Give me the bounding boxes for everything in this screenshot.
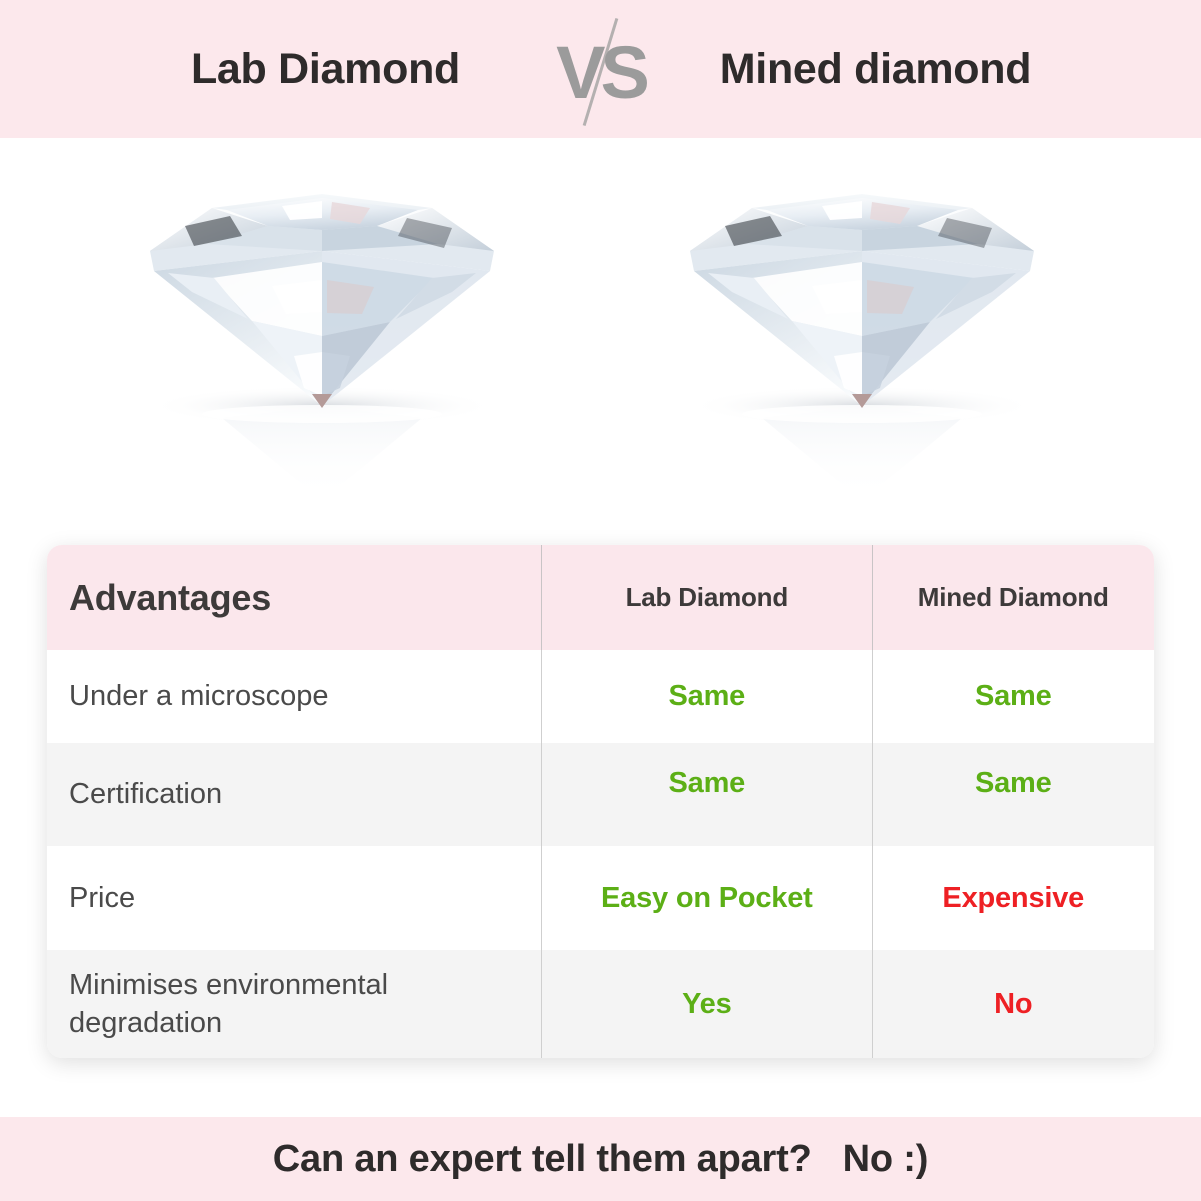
top-banner: Lab Diamond VS Mined diamond — [0, 0, 1201, 138]
comparison-table-card: Advantages Lab Diamond Mined Diamond Und… — [47, 545, 1154, 1058]
column-divider-1 — [541, 545, 543, 650]
cell-lab-certification: Same — [668, 767, 746, 799]
versus-label: VS — [556, 31, 650, 114]
cell-lab-microscope: Same — [668, 680, 746, 712]
table-row: Minimises environmental degradation Yes … — [47, 950, 1154, 1058]
diamond-gallery — [0, 138, 1201, 533]
lab-diamond-photo — [122, 156, 522, 516]
row-label-environmental: Minimises environmental degradation — [69, 968, 389, 1039]
row-divider-1 — [541, 846, 543, 950]
cell-mined-environmental: No — [994, 987, 1033, 1020]
row-divider-2 — [871, 743, 873, 846]
column-header-mined-diamond: Mined Diamond — [917, 582, 1109, 612]
table-row: Certification Same Same — [47, 743, 1154, 846]
bottom-banner: Can an expert tell them apart? No :) — [0, 1117, 1201, 1201]
row-divider-2 — [871, 650, 873, 743]
mined-diamond-title: Mined diamond — [719, 44, 1032, 93]
cell-lab-price: Easy on Pocket — [601, 881, 813, 914]
table-header-row: Advantages Lab Diamond Mined Diamond — [47, 545, 1154, 650]
versus-badge: VS — [541, 0, 661, 138]
column-header-advantages: Advantages — [69, 576, 272, 618]
mined-diamond-photo — [662, 156, 1062, 516]
column-divider-2 — [871, 545, 873, 650]
row-label-microscope: Under a microscope — [69, 680, 329, 713]
row-divider-1 — [541, 650, 543, 743]
cell-mined-price: Expensive — [942, 881, 1085, 914]
table-row: Price Easy on Pocket Expensive — [47, 846, 1154, 950]
table-row: Under a microscope Same Same — [47, 650, 1154, 743]
lab-diamond-title: Lab Diamond — [190, 44, 461, 93]
cell-mined-certification: Same — [974, 767, 1052, 799]
footer-question: Can an expert tell them apart? No :) — [272, 1137, 929, 1180]
row-divider-2 — [871, 950, 873, 1058]
row-label-price: Price — [69, 881, 136, 914]
row-divider-2 — [871, 846, 873, 950]
column-header-lab-diamond: Lab Diamond — [625, 582, 789, 612]
cell-lab-environmental: Yes — [682, 987, 732, 1020]
cell-mined-microscope: Same — [974, 680, 1052, 712]
row-divider-1 — [541, 950, 543, 1058]
row-divider-1 — [541, 743, 543, 846]
row-label-certification: Certification — [69, 778, 223, 811]
